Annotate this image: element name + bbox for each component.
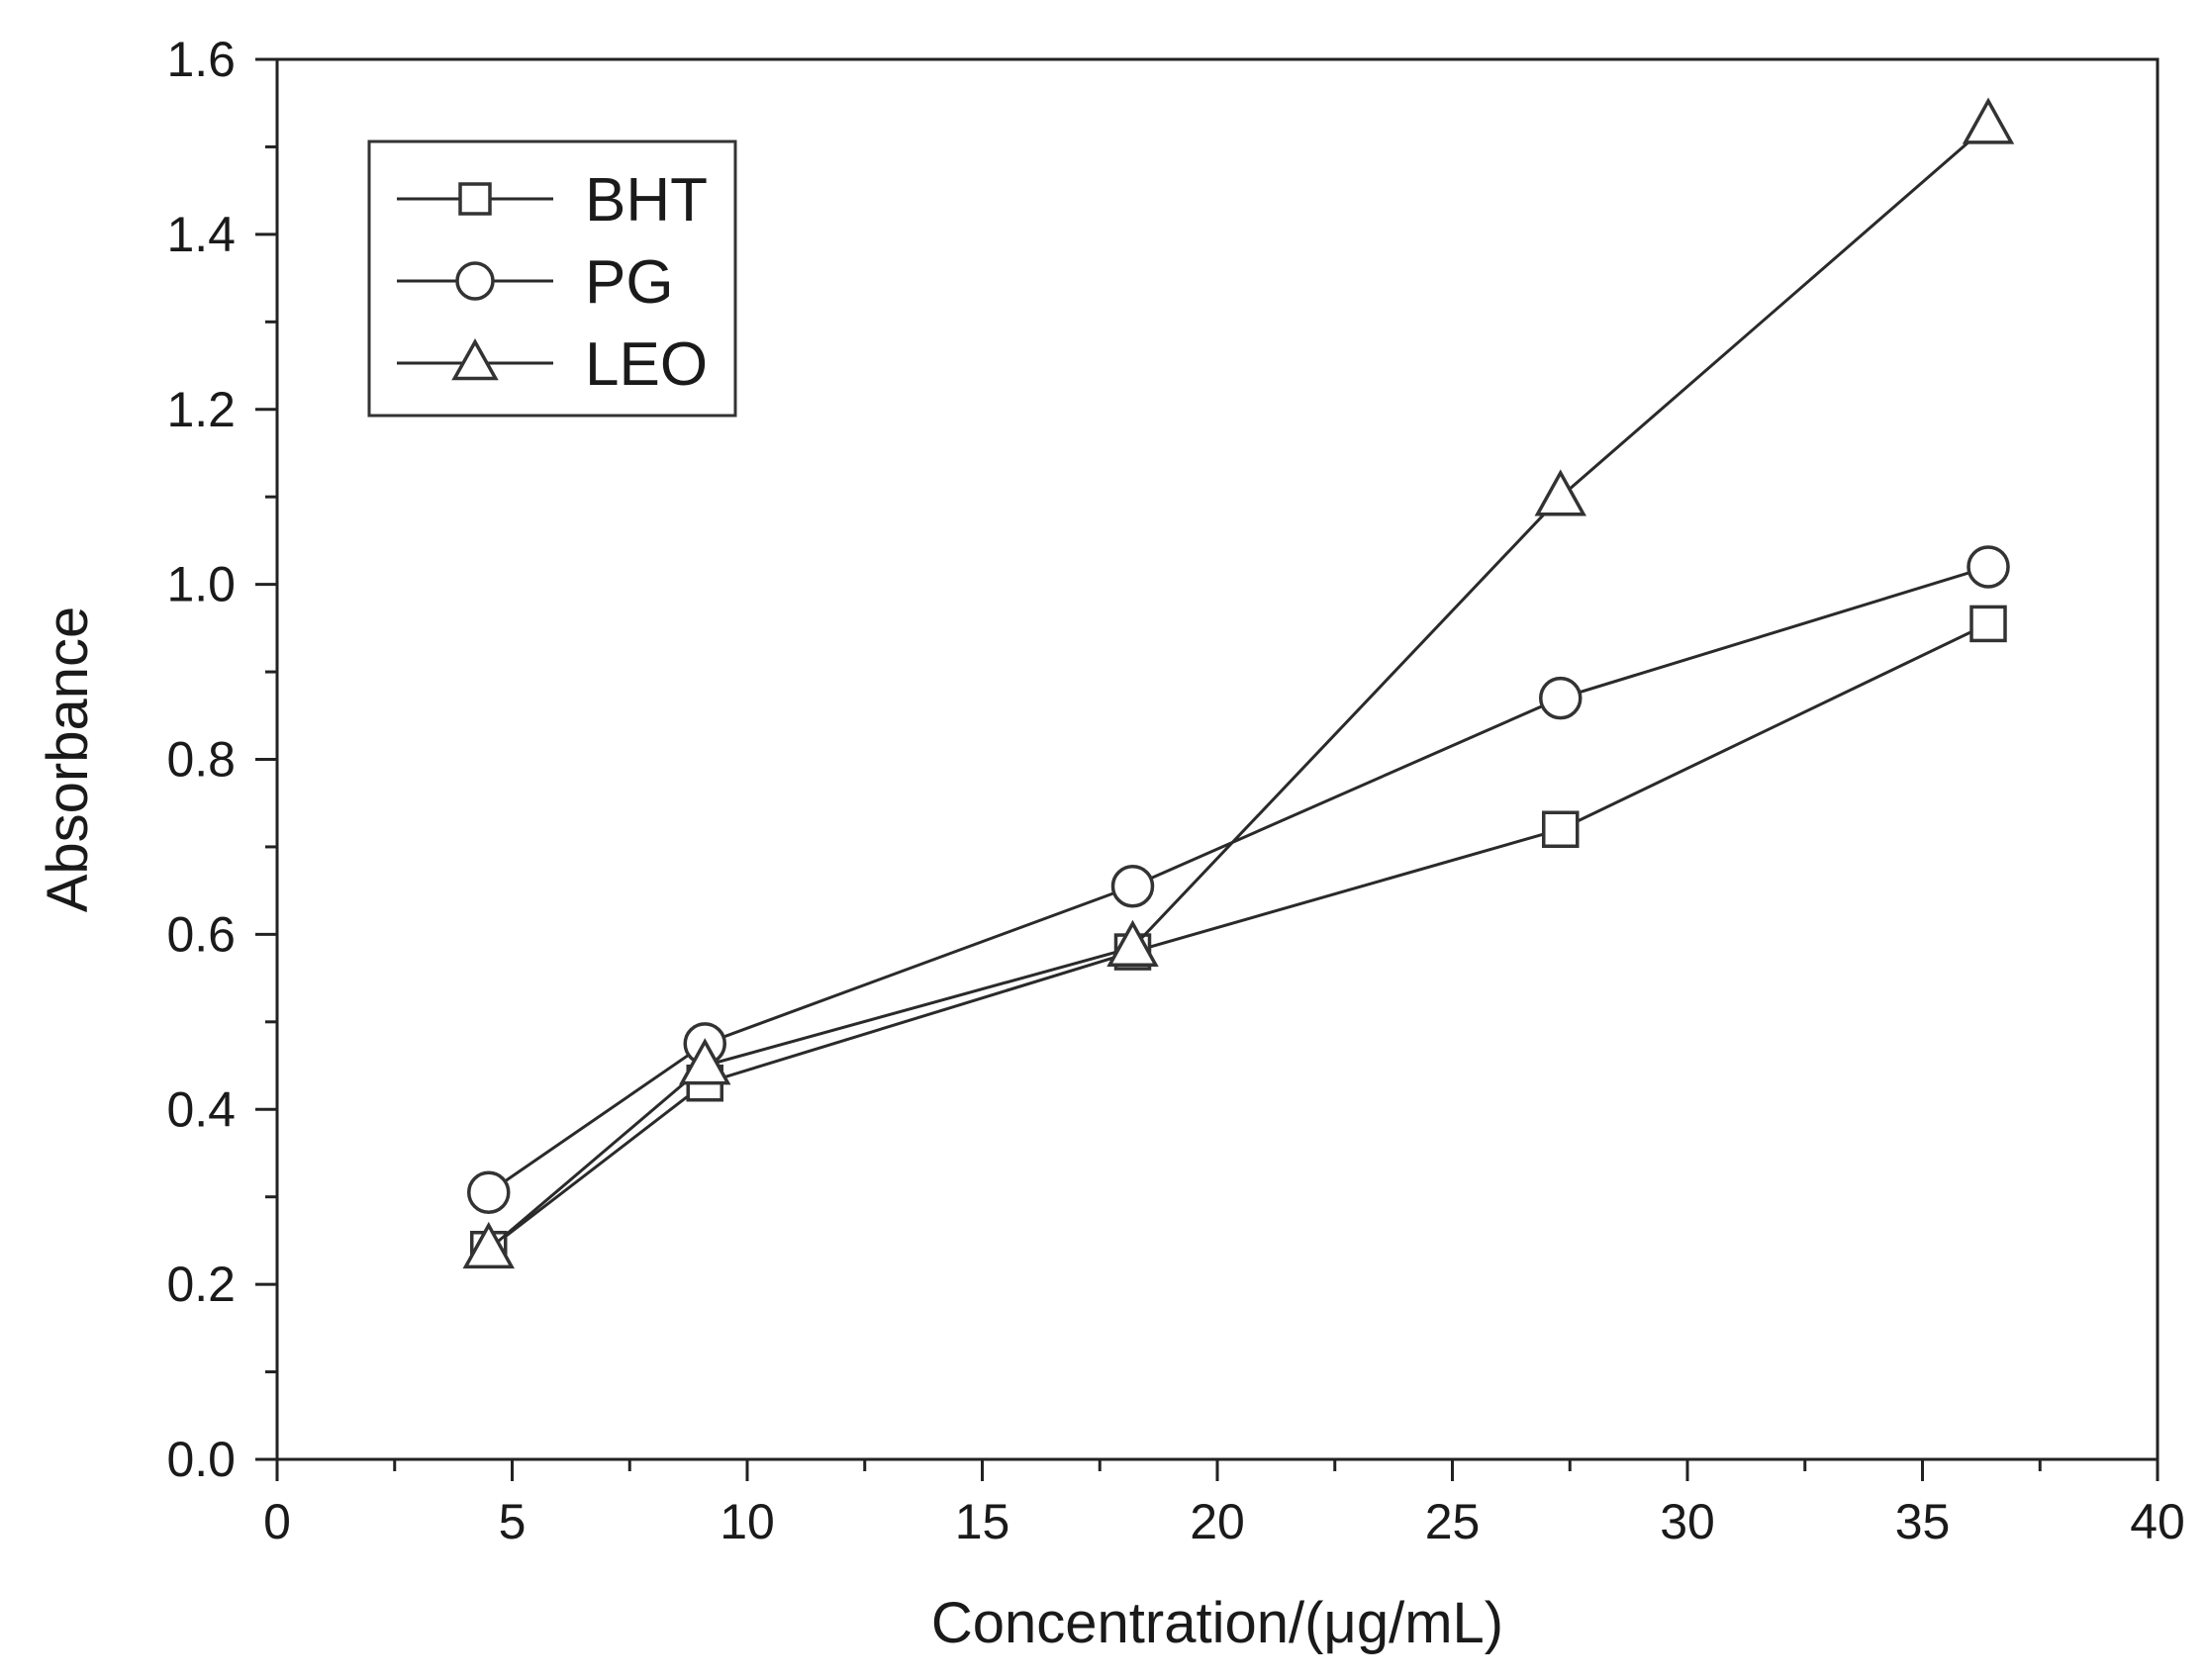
legend-marker-bht bbox=[458, 182, 492, 216]
legend-item-pg: PG bbox=[397, 248, 674, 317]
data-point-pg bbox=[1967, 545, 2010, 589]
y-axis-ticks: 0.0 0.2 0.4 0.6 0.8 1.0 1.2 1.4 1.6 bbox=[166, 32, 277, 1487]
series-pg bbox=[467, 545, 2010, 1215]
x-tick-label: 5 bbox=[499, 1494, 527, 1549]
data-point-leo bbox=[462, 1221, 515, 1269]
x-tick-label: 0 bbox=[263, 1494, 291, 1549]
series-bht bbox=[470, 605, 2007, 1268]
y-tick-label: 0.6 bbox=[166, 906, 236, 962]
x-tick-label: 40 bbox=[2130, 1494, 2185, 1549]
data-point-leo bbox=[1534, 469, 1586, 516]
y-tick-label: 0.2 bbox=[166, 1257, 236, 1312]
x-tick-label: 35 bbox=[1895, 1494, 1951, 1549]
y-axis-title: Absorbance bbox=[36, 607, 100, 913]
x-tick-label: 30 bbox=[1660, 1494, 1715, 1549]
x-axis-title: Concentration/(μg/mL) bbox=[931, 1591, 1503, 1655]
legend-label: PG bbox=[585, 248, 674, 317]
data-point-bht bbox=[1542, 810, 1580, 848]
x-axis-ticks: 0 5 10 15 20 25 30 35 40 bbox=[263, 1459, 2185, 1549]
series-leo bbox=[462, 97, 2015, 1269]
legend-box bbox=[367, 140, 737, 418]
y-tick-label: 1.0 bbox=[166, 557, 236, 612]
legend-marker-leo bbox=[451, 338, 499, 381]
x-tick-label: 15 bbox=[955, 1494, 1010, 1549]
y-tick-label: 0.0 bbox=[166, 1432, 236, 1487]
data-point-leo bbox=[679, 1038, 731, 1085]
x-tick-label: 20 bbox=[1190, 1494, 1245, 1549]
data-point-leo bbox=[1962, 97, 2015, 144]
legend-item-leo: LEO bbox=[397, 330, 708, 399]
legend-label: BHT bbox=[585, 166, 708, 234]
y-tick-label: 1.2 bbox=[166, 382, 236, 437]
y-tick-label: 0.4 bbox=[166, 1081, 236, 1137]
data-point-leo bbox=[1106, 919, 1159, 967]
y-tick-label: 1.4 bbox=[166, 207, 236, 262]
data-point-pg bbox=[467, 1170, 511, 1215]
y-tick-label: 0.8 bbox=[166, 732, 236, 788]
series-layer bbox=[462, 97, 2015, 1269]
y-tick-label: 1.6 bbox=[166, 32, 236, 87]
legend-label: LEO bbox=[585, 330, 708, 399]
data-point-pg bbox=[1110, 864, 1155, 908]
data-point-bht bbox=[1969, 605, 2007, 643]
data-point-pg bbox=[1539, 676, 1583, 720]
legend-marker-pg bbox=[455, 261, 495, 301]
legend-item-bht: BHT bbox=[397, 166, 708, 234]
series-line-bht bbox=[487, 622, 1989, 1251]
x-tick-label: 25 bbox=[1425, 1494, 1481, 1549]
legend: BHT PG LEO bbox=[367, 140, 737, 418]
x-tick-label: 10 bbox=[720, 1494, 775, 1549]
